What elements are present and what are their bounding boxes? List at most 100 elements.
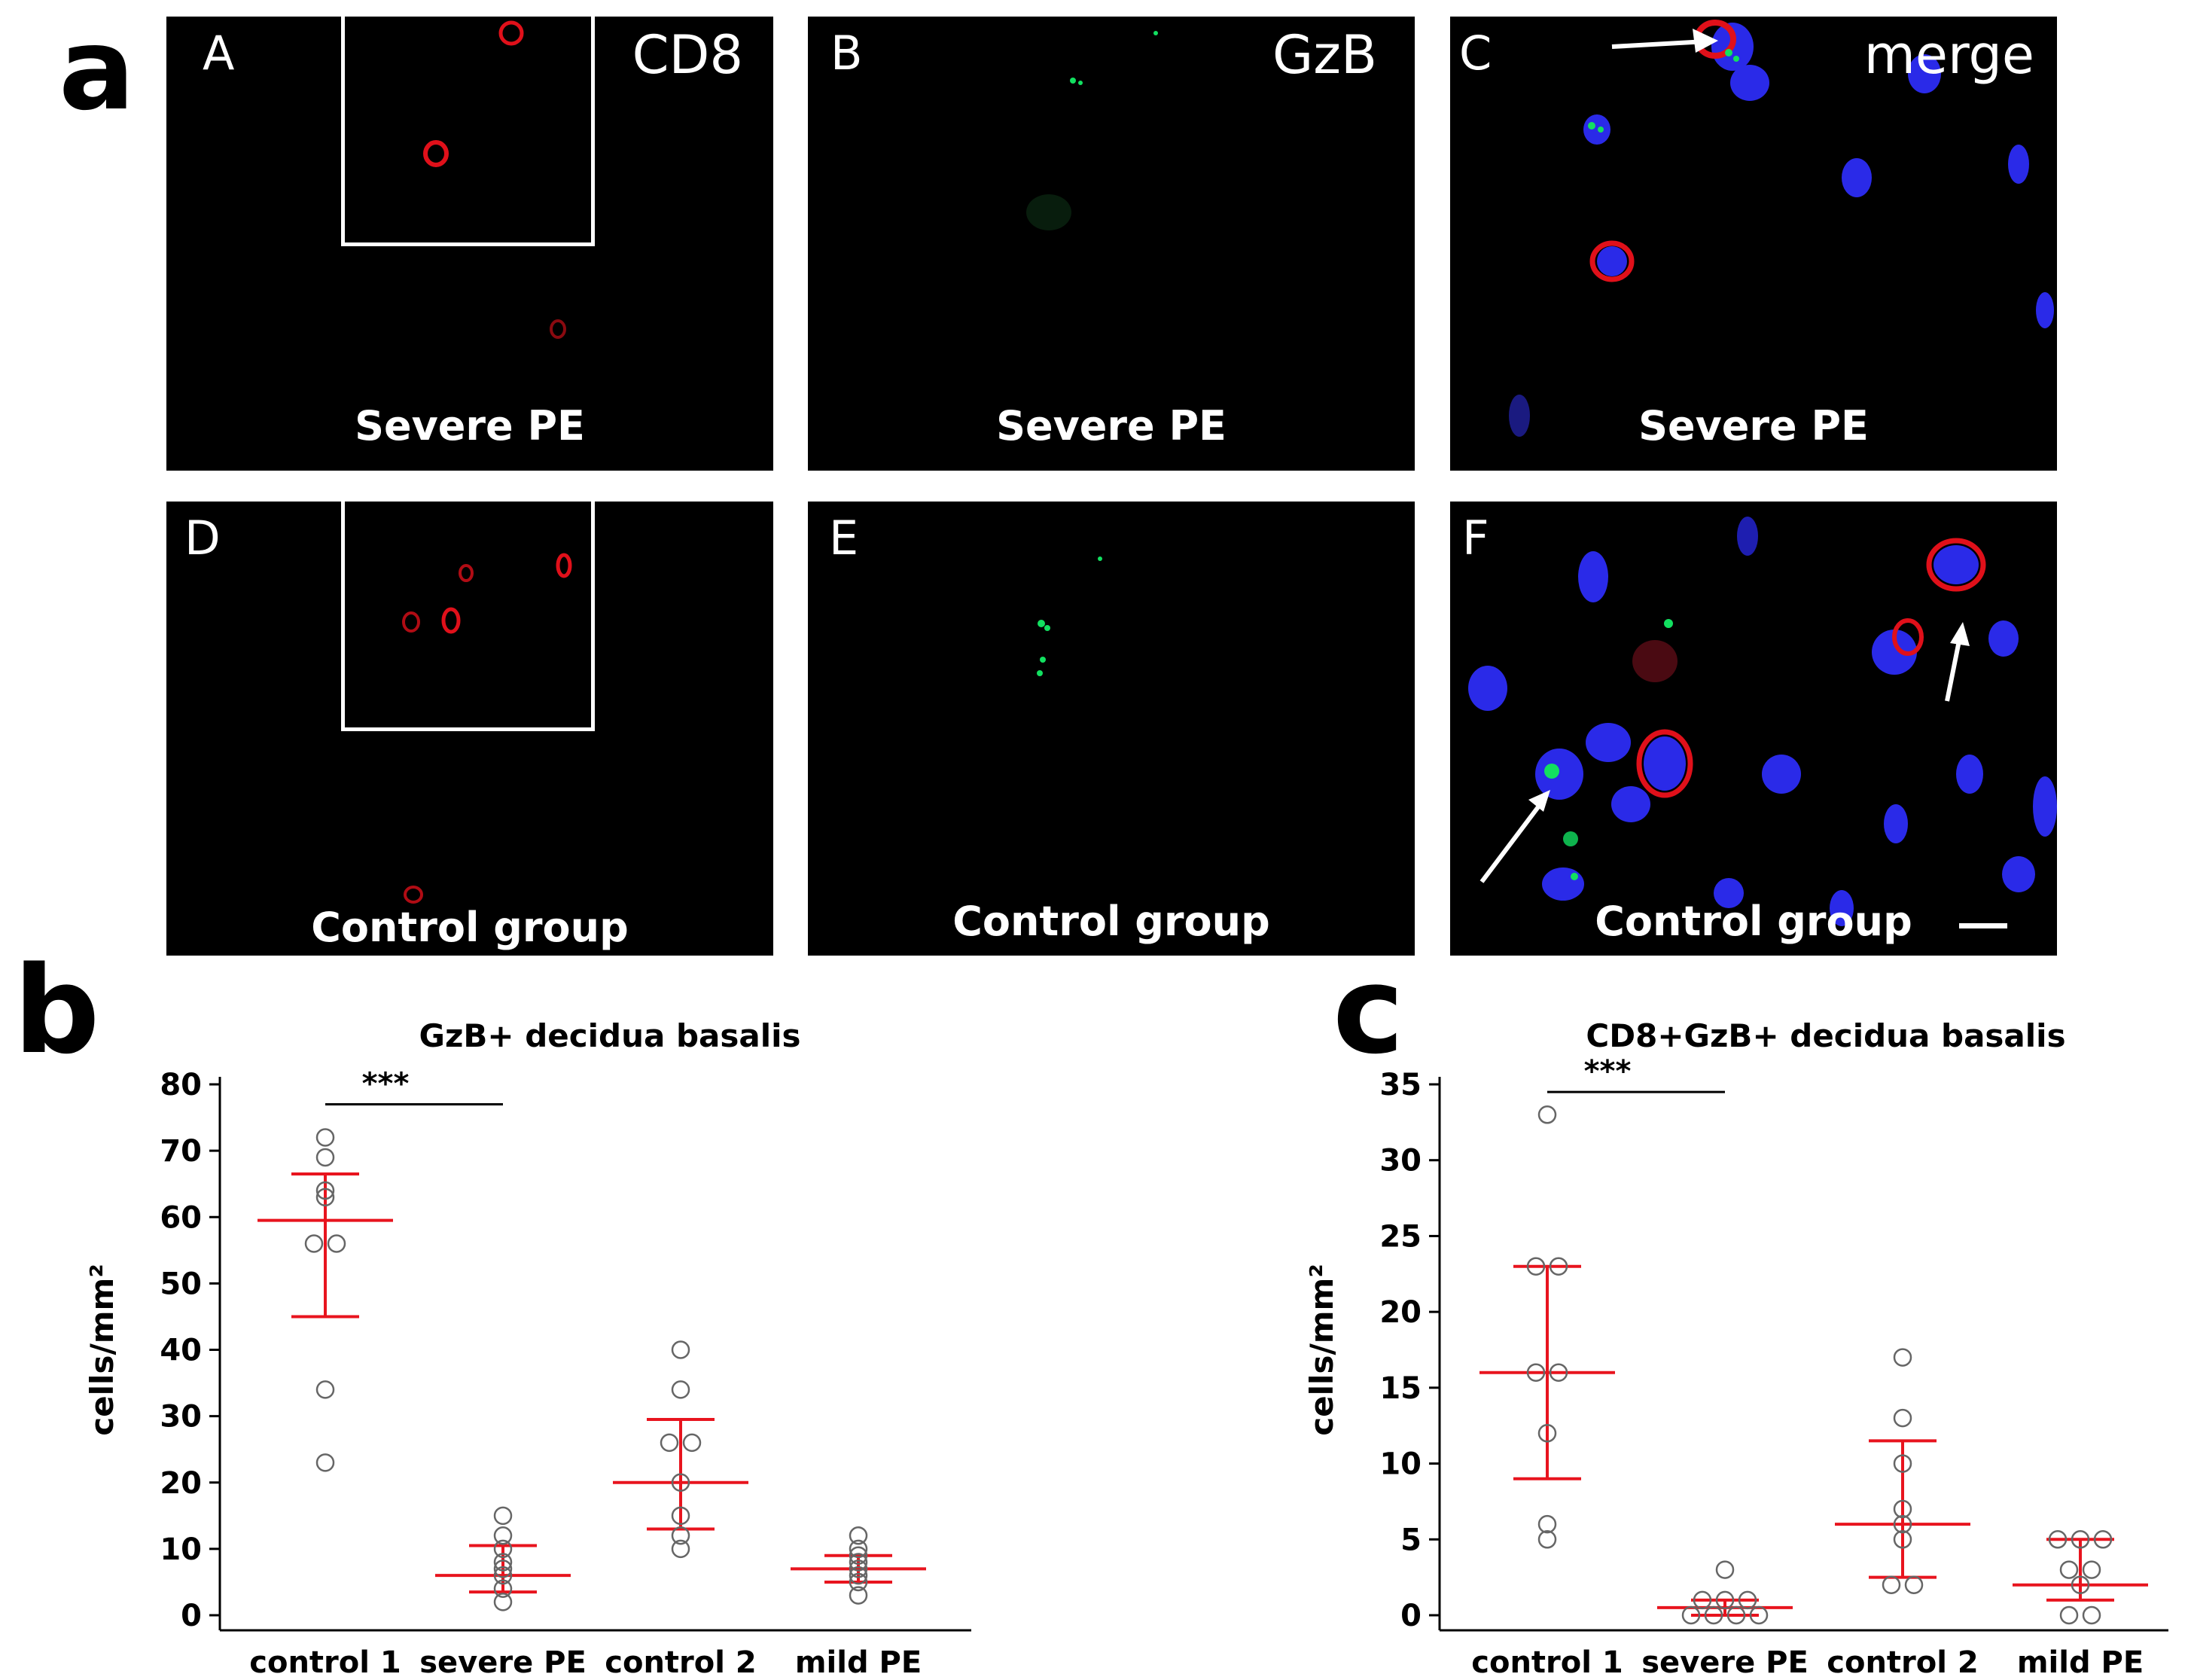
significance-label: *** — [362, 1066, 410, 1101]
channel-label: CD8 — [632, 24, 743, 86]
data-point — [315, 1380, 335, 1399]
data-point — [1704, 1605, 1723, 1625]
data-point — [1549, 1363, 1568, 1382]
y-tick-label: 5 — [1400, 1523, 1422, 1557]
data-point — [1715, 1560, 1735, 1579]
panel-a-label: a — [59, 5, 136, 136]
chart-title: CD8+GzB+ decidua basalis — [1586, 1017, 2065, 1054]
subpanel-caption: Severe PE — [355, 402, 585, 450]
y-tick-label: 80 — [160, 1068, 202, 1102]
data-point — [849, 1546, 868, 1565]
data-point — [1537, 1424, 1557, 1443]
micrograph-A: A CD8 Severe PE — [166, 17, 773, 471]
subpanel-letter: F — [1462, 511, 1489, 566]
micrograph-F: F Control group — [1450, 502, 2057, 956]
data-point — [671, 1340, 690, 1359]
micrograph-C: C merge Severe PE — [1450, 17, 2057, 471]
y-tick-label: 30 — [1379, 1144, 1422, 1178]
data-point — [671, 1526, 690, 1545]
data-point — [1893, 1348, 1912, 1367]
data-point — [671, 1506, 690, 1526]
data-point — [1526, 1257, 1546, 1276]
panel-b-label: b — [14, 940, 100, 1081]
data-point — [671, 1473, 690, 1492]
data-point — [1893, 1530, 1912, 1549]
channel-label: merge — [1863, 24, 2034, 86]
cell-fluorescence — [402, 553, 572, 904]
arrow-icon — [1611, 29, 1718, 53]
y-tick-label: 70 — [160, 1134, 202, 1169]
data-point — [327, 1234, 346, 1253]
arrow-icon — [1479, 622, 1970, 883]
inset-box — [341, 502, 595, 731]
y-axis-label: cells/mm² — [1303, 1264, 1340, 1435]
data-point — [315, 1128, 335, 1147]
x-tick-label: severe PE — [1641, 1645, 1809, 1680]
x-tick-label: severe PE — [419, 1645, 587, 1680]
cell-fluorescence — [1468, 517, 2057, 926]
micrograph-D: D Control group — [166, 502, 773, 956]
data-point — [2071, 1575, 2090, 1594]
data-point — [682, 1433, 702, 1453]
data-point — [493, 1539, 513, 1559]
data-point — [493, 1506, 513, 1526]
data-point — [1882, 1575, 1901, 1594]
cell-fluorescence — [1037, 556, 1102, 676]
y-tick-label: 40 — [160, 1334, 202, 1368]
data-point — [2059, 1560, 2079, 1579]
subpanel-letter: B — [830, 26, 863, 81]
x-tick-label: control 2 — [605, 1645, 756, 1680]
x-tick-label: mild PE — [795, 1645, 922, 1680]
y-tick-label: 20 — [1379, 1295, 1422, 1330]
data-point — [304, 1234, 324, 1253]
data-point — [2082, 1605, 2101, 1625]
y-tick-label: 10 — [1379, 1447, 1422, 1482]
micrograph-E: E Control group — [808, 502, 1415, 956]
data-point — [1893, 1499, 1912, 1519]
scale-bar — [1959, 923, 2007, 928]
subpanel-caption: Severe PE — [1638, 402, 1869, 450]
subpanel-letter: A — [203, 26, 235, 81]
data-point — [493, 1579, 513, 1598]
y-tick-label: 30 — [160, 1400, 202, 1435]
subpanel-caption: Control group — [311, 904, 629, 951]
data-point — [849, 1566, 868, 1585]
significance-label: *** — [1584, 1054, 1632, 1089]
cell-fluorescence — [423, 20, 566, 339]
data-point — [493, 1566, 513, 1585]
chart-gzb-decidua: GzB+ decidua basalis cells/mm² 0 10 20 30 40 50… — [84, 1017, 971, 1680]
data-point — [1715, 1590, 1735, 1610]
data-point — [849, 1572, 868, 1592]
data-point — [2093, 1530, 2113, 1549]
x-tick-label: control 2 — [1827, 1645, 1978, 1680]
y-tick-label: 25 — [1379, 1219, 1422, 1254]
data-point — [1526, 1363, 1546, 1382]
data-point — [315, 1188, 335, 1207]
channel-label: GzB — [1272, 24, 1377, 86]
data-point — [1893, 1408, 1912, 1428]
data-point — [849, 1526, 868, 1545]
data-point — [2048, 1530, 2068, 1549]
subpanel-caption: Control group — [952, 898, 1270, 945]
subpanel-letter: D — [184, 511, 221, 566]
chart-title: GzB+ decidua basalis — [419, 1017, 800, 1054]
data-point — [849, 1560, 868, 1578]
chart-cd8gzb-decidua: CD8+GzB+ decidua basalis cells/mm² 0 5 10 15 2… — [1303, 1017, 2168, 1680]
cell-fluorescence — [1026, 31, 1158, 230]
data-point — [1537, 1530, 1557, 1549]
data-point — [493, 1553, 513, 1572]
y-tick-label: 10 — [160, 1532, 202, 1567]
micrograph-B: B GzB Severe PE — [808, 17, 1415, 471]
data-point — [1549, 1257, 1568, 1276]
subpanel-caption: Severe PE — [996, 402, 1227, 450]
data-point — [671, 1539, 690, 1559]
data-point — [493, 1526, 513, 1545]
data-point — [1537, 1105, 1557, 1124]
cell-fluorescence — [1509, 20, 2054, 437]
data-point — [1904, 1575, 1924, 1594]
inset-box — [341, 17, 595, 246]
y-tick-label: 0 — [1400, 1599, 1422, 1633]
data-point — [849, 1586, 868, 1605]
data-point — [849, 1539, 868, 1559]
y-tick-label: 0 — [181, 1599, 202, 1633]
